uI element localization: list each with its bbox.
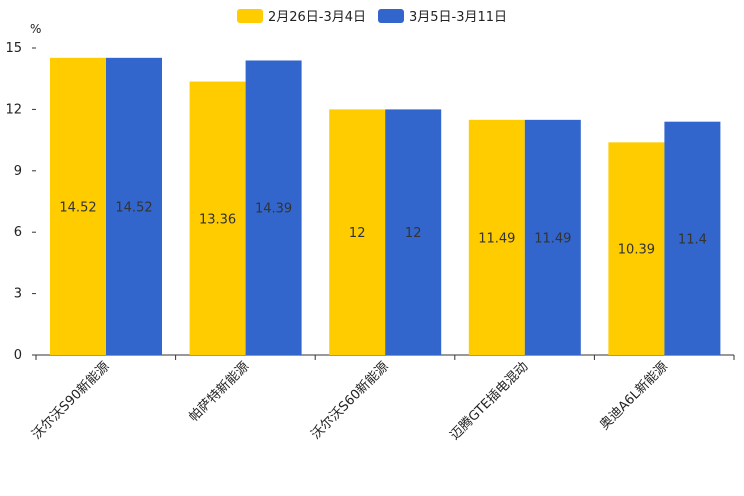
bar-2-1 <box>106 57 162 355</box>
y-tick-label: 15 <box>5 41 22 56</box>
y-tick-label: 12 <box>5 102 22 117</box>
data-label: 12 <box>349 226 366 241</box>
x-tick-label: 帕萨特新能源 <box>186 359 252 425</box>
legend-swatch-series-1 <box>236 8 263 23</box>
data-label: 10.39 <box>618 243 655 258</box>
data-label: 14.39 <box>255 202 292 217</box>
legend-label-series-1: 2月26日-3月4日 <box>267 10 366 25</box>
y-tick-label: 9 <box>14 164 22 179</box>
data-label: 14.52 <box>59 200 96 215</box>
legend-item-series-2[interactable]: 3月5日-3月11日 <box>378 6 507 25</box>
data-label: 14.52 <box>115 200 152 215</box>
legend-swatch-series-2 <box>378 8 404 23</box>
bar-1-5 <box>608 142 665 355</box>
bar-1-2 <box>189 81 246 355</box>
legend-label-series-2: 3月5日-3月11日 <box>409 10 508 25</box>
x-tick-label: 迈腾GTE插电混动 <box>447 359 532 444</box>
data-label: 12 <box>405 226 422 241</box>
y-tick-label: 3 <box>14 287 22 302</box>
data-label: 11.49 <box>478 231 515 246</box>
x-tick-label: 沃尔沃S90新能源 <box>29 359 113 443</box>
bar-2-2 <box>245 60 302 355</box>
bar-1-4 <box>468 119 525 355</box>
data-label: 11.49 <box>534 231 571 246</box>
bar-2-4 <box>524 119 581 355</box>
x-tick-label: 奥迪A6L新能源 <box>596 359 671 434</box>
bar-1-1 <box>50 57 106 355</box>
y-tick-label: 0 <box>14 348 22 363</box>
legend: 2月26日-3月4日 3月5日-3月11日 <box>0 6 744 25</box>
bar-2-3 <box>385 109 442 356</box>
y-axis-unit: % <box>30 22 42 36</box>
data-label: 11.4 <box>678 232 707 247</box>
y-tick-label: 6 <box>14 225 22 240</box>
x-tick-label: 沃尔沃S60新能源 <box>308 359 392 443</box>
bar-1-3 <box>329 109 386 356</box>
data-label: 13.36 <box>199 212 236 227</box>
bar-2-5 <box>664 121 721 356</box>
legend-item-series-1[interactable]: 2月26日-3月4日 <box>236 6 366 25</box>
